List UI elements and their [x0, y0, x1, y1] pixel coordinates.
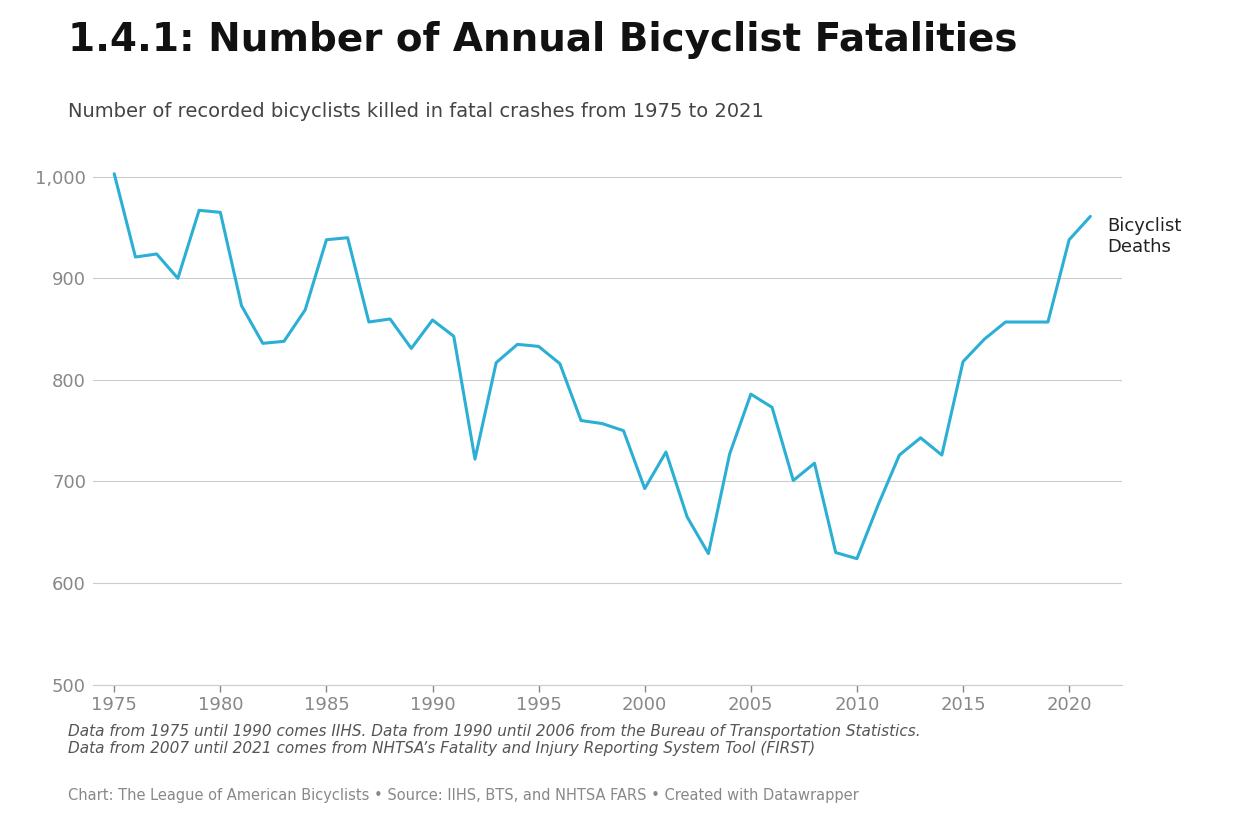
Text: Number of recorded bicyclists killed in fatal crashes from 1975 to 2021: Number of recorded bicyclists killed in …: [68, 102, 764, 122]
Text: Data from 1975 until 1990 comes IIHS. Data from 1990 until 2006 from the Bureau : Data from 1975 until 1990 comes IIHS. Da…: [68, 724, 921, 757]
Text: Bicyclist
Deaths: Bicyclist Deaths: [1107, 218, 1182, 256]
Text: Chart: The League of American Bicyclists • Source: IIHS, BTS, and NHTSA FARS • C: Chart: The League of American Bicyclists…: [68, 788, 859, 803]
Text: 1.4.1: Number of Annual Bicyclist Fatalities: 1.4.1: Number of Annual Bicyclist Fatali…: [68, 21, 1018, 59]
